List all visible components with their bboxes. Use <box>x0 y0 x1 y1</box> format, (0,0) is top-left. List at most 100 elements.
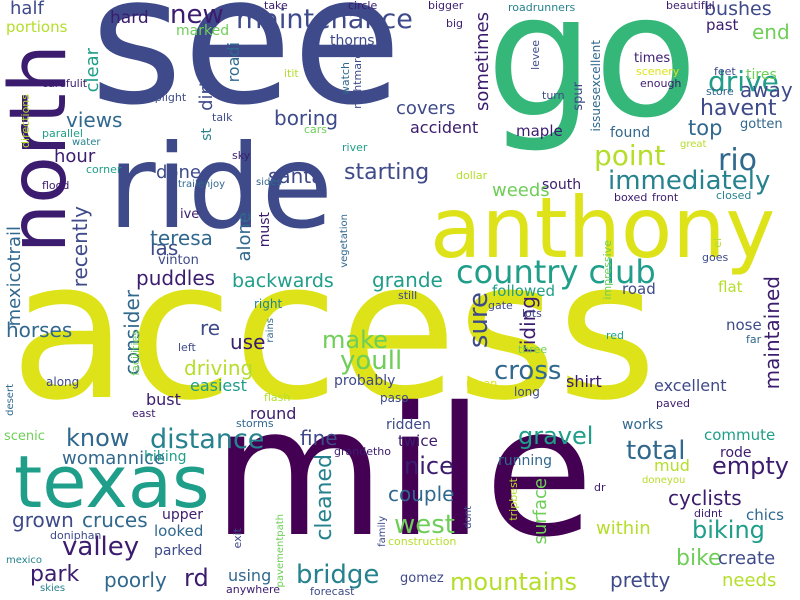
word-great: great <box>680 139 707 150</box>
word-immediately: immediately <box>608 166 771 196</box>
word-marked: marked <box>176 23 230 39</box>
word-weeds: weeds <box>492 180 550 201</box>
word-drive: drive <box>708 65 779 98</box>
word-three: three <box>518 343 548 356</box>
word-total: total <box>626 436 686 466</box>
word-re: re <box>200 316 221 340</box>
word-womannice: womannice <box>62 448 166 469</box>
word-followed: followed <box>492 282 555 300</box>
word-mexico: mexico <box>6 555 43 566</box>
word-gravel: gravel <box>518 422 594 450</box>
word-maintained: maintained <box>760 276 784 390</box>
word-surface: surface <box>530 478 551 545</box>
word-scenic: scenic <box>4 429 45 444</box>
word-cars: cars <box>304 123 328 136</box>
word-exit: exit <box>231 528 244 549</box>
word-within: within <box>596 518 651 539</box>
word-pavementpath: pavementpath <box>275 514 286 588</box>
word-impressive: impressive <box>601 240 614 300</box>
word-enough: enough <box>640 77 682 90</box>
word-commute: commute <box>704 426 776 444</box>
word-forecast: forecast <box>310 585 355 598</box>
word-upper: upper <box>162 507 204 523</box>
word-bushes: bushes <box>704 0 772 20</box>
word-anywhere: anywhere <box>226 583 281 596</box>
word-road: road <box>622 280 656 298</box>
word-youll: youll <box>340 346 403 376</box>
word-works: works <box>622 417 664 433</box>
word-mexicotrail: mexicotrail <box>4 226 25 327</box>
word-maple: maple <box>516 122 563 140</box>
word-talk: talk <box>212 111 233 124</box>
word-alone: alone <box>234 212 255 262</box>
word-flash: flash <box>264 391 291 404</box>
word-east: east <box>132 407 156 420</box>
word-paso: paso <box>380 391 409 405</box>
word-ive: ive <box>180 207 200 222</box>
word-know: know <box>66 424 130 452</box>
word-empty: empty <box>712 452 789 480</box>
word-rode: rode <box>720 445 752 461</box>
word-gate: gate <box>488 299 513 312</box>
word-found: found <box>610 125 651 141</box>
word-dont: dont <box>463 506 474 529</box>
word-grande: grande <box>372 268 443 292</box>
word-bridge: bridge <box>296 560 380 590</box>
word-west: west <box>394 510 456 540</box>
word-pretty: pretty <box>610 568 671 592</box>
word-long: long <box>514 385 540 399</box>
word-top: top <box>688 116 723 140</box>
word-park: park <box>30 562 80 587</box>
word-texas: texas <box>14 440 210 524</box>
word-excellent: excellent <box>654 376 727 395</box>
word-cyclists: cyclists <box>668 486 742 510</box>
word-havent: havent <box>700 96 777 121</box>
word-point: point <box>594 139 666 172</box>
word-doniphan: doniphan <box>50 529 102 542</box>
word-vinton: vinton <box>158 253 199 268</box>
word-still: still <box>398 289 418 302</box>
word-lots: lots <box>522 307 542 320</box>
word-go: go <box>486 0 698 156</box>
word-fine: fine <box>300 426 338 450</box>
word-gotten: gotten <box>740 117 783 132</box>
word-sometimes: sometimes <box>472 12 493 112</box>
word-left: left <box>178 341 196 354</box>
word-big: big <box>446 17 464 30</box>
word-family: family <box>377 516 388 547</box>
word-poorly: poorly <box>104 568 167 592</box>
word-roadi: roadi <box>224 42 243 83</box>
word-covers: covers <box>396 98 456 119</box>
word-parked: parked <box>154 543 203 559</box>
word-facilities: facilities <box>129 330 142 376</box>
word-flat: flat <box>718 278 743 296</box>
word-corner: corner <box>86 163 122 176</box>
word-rio: rio <box>718 143 758 178</box>
word-tripbest: tripbest <box>507 478 520 521</box>
word-looked: looked <box>154 522 204 540</box>
word-dollar: dollar <box>456 169 488 182</box>
word-skies: skies <box>40 583 66 594</box>
word-vegetation: vegetation <box>339 214 350 268</box>
word-cleaned: cleaned <box>312 454 337 541</box>
word-end: end <box>752 20 790 44</box>
word-probably: probably <box>334 373 396 389</box>
word-santa: santa <box>268 164 324 188</box>
word-st: st <box>199 128 215 141</box>
word-grown: grown <box>12 508 74 532</box>
word-take: take <box>264 0 288 12</box>
word-easiest: easiest <box>190 376 247 395</box>
word-maintenance: maintenance <box>236 4 413 35</box>
word-mean: mean <box>466 377 498 390</box>
word-mile: mile <box>212 369 594 576</box>
word-distance: distance <box>150 424 265 455</box>
word-views: views <box>66 108 123 132</box>
word-sides: sides <box>256 177 282 188</box>
word-grandetho: grandetho <box>334 445 391 458</box>
word-stoplight: stoplight <box>138 91 187 104</box>
word-new: new <box>170 0 224 30</box>
word-portions: portions <box>6 18 68 36</box>
word-nightmare: nightmare <box>351 52 364 109</box>
word-boxed: boxed <box>614 191 648 204</box>
